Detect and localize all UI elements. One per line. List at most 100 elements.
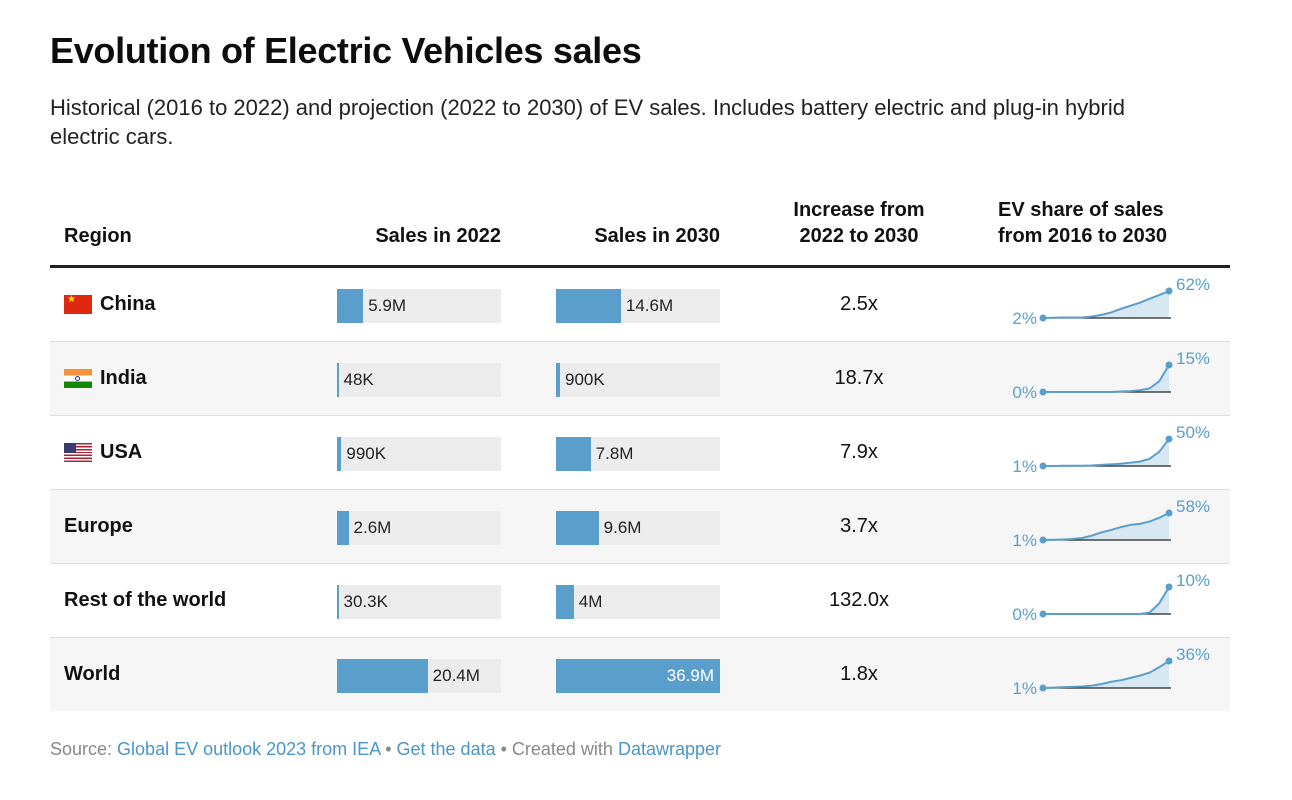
sales-2030-bar-india-fill — [556, 363, 560, 397]
increase-value-world: 1.8x — [840, 663, 878, 685]
region-name: India — [100, 367, 147, 389]
sales-2030-bar-usa-fill — [556, 437, 591, 471]
sales-2022-bar-china: 5.9M — [337, 289, 501, 323]
increase-value-china: 2.5x — [840, 293, 878, 315]
ev-share-sparkline-india-end-point — [1165, 361, 1173, 369]
sales-2030-bar-world-label: 36.9M — [666, 666, 714, 685]
sales-2030-bar-rest-of-the-world-fill — [556, 585, 574, 619]
region-name: China — [100, 293, 156, 315]
region-cell-rest-of-the-world: Rest of the world — [64, 564, 226, 637]
india-flag-icon — [64, 369, 92, 388]
usa-flag-icon — [64, 443, 92, 462]
table-row[interactable]: Europe 2.6M 9.6M 3.7x 1% 58% — [50, 490, 1230, 564]
sales-2022-bar-rest-of-the-world: 30.3K — [337, 585, 501, 619]
sales-2022-bar-europe: 2.6M — [337, 511, 501, 545]
ev-share-sparkline-china-area — [1043, 291, 1169, 318]
ev-share-sparkline-usa-area — [1043, 439, 1169, 466]
sales-2022-bar-rest-of-the-world-label: 30.3K — [343, 592, 388, 611]
ev-share-sparkline-china-start-point — [1039, 314, 1047, 322]
region-cell-china: ★ China — [64, 268, 156, 341]
region-name: Rest of the world — [64, 589, 227, 611]
sales-2022-bar-india: 48K — [337, 363, 501, 397]
ev-share-sparkline-world-end-point — [1165, 657, 1173, 665]
header-share-line1: EV share of sales — [998, 199, 1164, 221]
header-region[interactable]: Region — [64, 225, 132, 247]
header-ev-share[interactable]: EV share of sales from 2016 to 2030 — [998, 197, 1188, 249]
region-cell-world: World — [64, 638, 120, 711]
china-flag-icon: ★ — [64, 295, 92, 314]
table-row[interactable]: India 48K 900K 18.7x 0% 15% — [50, 342, 1230, 416]
ev-share-sparkline-usa-start-point — [1039, 462, 1047, 470]
sales-2022-bar-usa-fill — [337, 437, 342, 471]
sales-2030-bar-world: 36.9M — [556, 659, 720, 693]
sales-2030-bar-usa: 7.8M — [556, 437, 720, 471]
ev-share-sparkline-world-area — [1043, 661, 1169, 688]
sales-2022-bar-china-label: 5.9M — [368, 296, 407, 315]
ev-share-sparkline-europe-start-point — [1039, 536, 1047, 544]
sales-2030-bar-world-fill — [556, 659, 720, 693]
chart-subtitle: Historical (2016 to 2022) and projection… — [50, 95, 1125, 149]
ev-share-sparkline-china-end-point — [1165, 287, 1173, 295]
sales-2022-bar-usa-label: 990K — [346, 444, 387, 463]
ev-share-sparkline-rest-of-the-world: 0% 10% — [1012, 572, 1210, 624]
ev-share-sparkline-europe-line — [1042, 512, 1170, 541]
ev-share-sparkline-world-end-label: 36% — [1176, 646, 1210, 664]
ev-share-sparkline-china-end-label: 62% — [1176, 276, 1210, 294]
datawrapper-link[interactable]: Datawrapper — [617, 739, 722, 759]
increase-value-europe: 3.7x — [840, 515, 878, 537]
sales-2022-bar-india-label: 48K — [343, 370, 374, 389]
ev-sales-table: Region Sales in 2022 Sales in 2030 Incre… — [50, 195, 1230, 711]
ev-share-sparkline-india-end-label: 15% — [1176, 350, 1210, 368]
sales-2030-bar-rest-of-the-world: 4M — [556, 585, 720, 619]
increase-value-india: 18.7x — [834, 367, 884, 389]
table-row[interactable]: World 20.4M 36.9M 1.8x 1% 36% — [50, 638, 1230, 711]
sales-2022-bar-world-label: 20.4M — [432, 666, 480, 685]
sales-2030-bar-china: 14.6M — [556, 289, 720, 323]
sales-2030-bar-europe-fill — [556, 511, 599, 545]
footer-separator: • — [380, 739, 397, 759]
ev-share-sparkline-europe-start-label: 1% — [1012, 531, 1037, 550]
ev-share-sparkline-china: 2% 62% — [1012, 276, 1210, 328]
ev-share-sparkline-rest-of-the-world-start-label: 0% — [1012, 605, 1037, 624]
ev-share-sparkline-china-start-label: 2% — [1012, 309, 1037, 328]
region-name: Europe — [64, 515, 133, 537]
ev-share-sparkline-europe-area — [1043, 513, 1169, 540]
ev-share-sparkline-india-line — [1043, 364, 1170, 393]
sales-2022-bar-world-fill — [337, 659, 428, 693]
sales-2022-bar-india-fill — [337, 363, 339, 397]
ev-share-sparkline-india: 0% 15% — [1012, 350, 1210, 402]
table-row[interactable]: ★ China 5.9M 14.6M 2.5x 2% 62% — [50, 268, 1230, 342]
sales-2022-bar-usa: 990K — [337, 437, 501, 471]
header-sales-2022[interactable]: Sales in 2022 — [375, 225, 501, 247]
ev-share-sparkline-rest-of-the-world-start-point — [1039, 610, 1047, 618]
footer: Source: Global EV outlook 2023 from IEA … — [50, 739, 721, 760]
ev-share-sparkline-india-start-point — [1039, 388, 1047, 396]
header-increase-line2: 2022 to 2030 — [799, 225, 919, 247]
sales-2022-bar-rest-of-the-world-fill — [337, 585, 339, 619]
source-link[interactable]: Global EV outlook 2023 from IEA — [117, 739, 381, 759]
ev-share-sparkline-europe-end-point — [1165, 509, 1173, 517]
get-data-link[interactable]: Get the data — [396, 739, 496, 759]
table-row[interactable]: USA 990K 7.8M 7.9x 1% 50% — [50, 416, 1230, 490]
sales-2030-bar-europe: 9.6M — [556, 511, 720, 545]
region-cell-europe: Europe — [64, 490, 133, 563]
sales-2022-bar-europe-label: 2.6M — [353, 518, 392, 537]
table-header: Region Sales in 2022 Sales in 2030 Incre… — [50, 195, 1230, 268]
region-name: World — [64, 663, 121, 685]
header-increase[interactable]: Increase from 2022 to 2030 — [780, 197, 938, 249]
header-sales-2030[interactable]: Sales in 2030 — [594, 225, 720, 247]
ev-share-sparkline-rest-of-the-world-line — [1043, 586, 1170, 615]
table-row[interactable]: Rest of the world 30.3K 4M 132.0x 0% 10% — [50, 564, 1230, 638]
sales-2030-bar-europe-label: 9.6M — [603, 518, 642, 537]
sales-2030-bar-india-label: 900K — [565, 370, 605, 389]
ev-share-sparkline-rest-of-the-world-end-point — [1165, 583, 1173, 591]
ev-share-sparkline-rest-of-the-world-end-label: 10% — [1176, 572, 1210, 590]
sales-2030-bar-rest-of-the-world-label: 4M — [578, 592, 603, 611]
ev-share-sparkline-world-start-label: 1% — [1012, 679, 1037, 698]
ev-share-sparkline-india-start-label: 0% — [1012, 383, 1037, 402]
header-share-line2: from 2016 to 2030 — [998, 225, 1167, 247]
sales-2030-bar-usa-label: 7.8M — [595, 444, 634, 463]
ev-share-sparkline-usa-end-label: 50% — [1176, 424, 1210, 442]
sales-2022-bar-china-fill — [337, 289, 364, 323]
chart-title: Evolution of Electric Vehicles sales — [50, 30, 642, 71]
